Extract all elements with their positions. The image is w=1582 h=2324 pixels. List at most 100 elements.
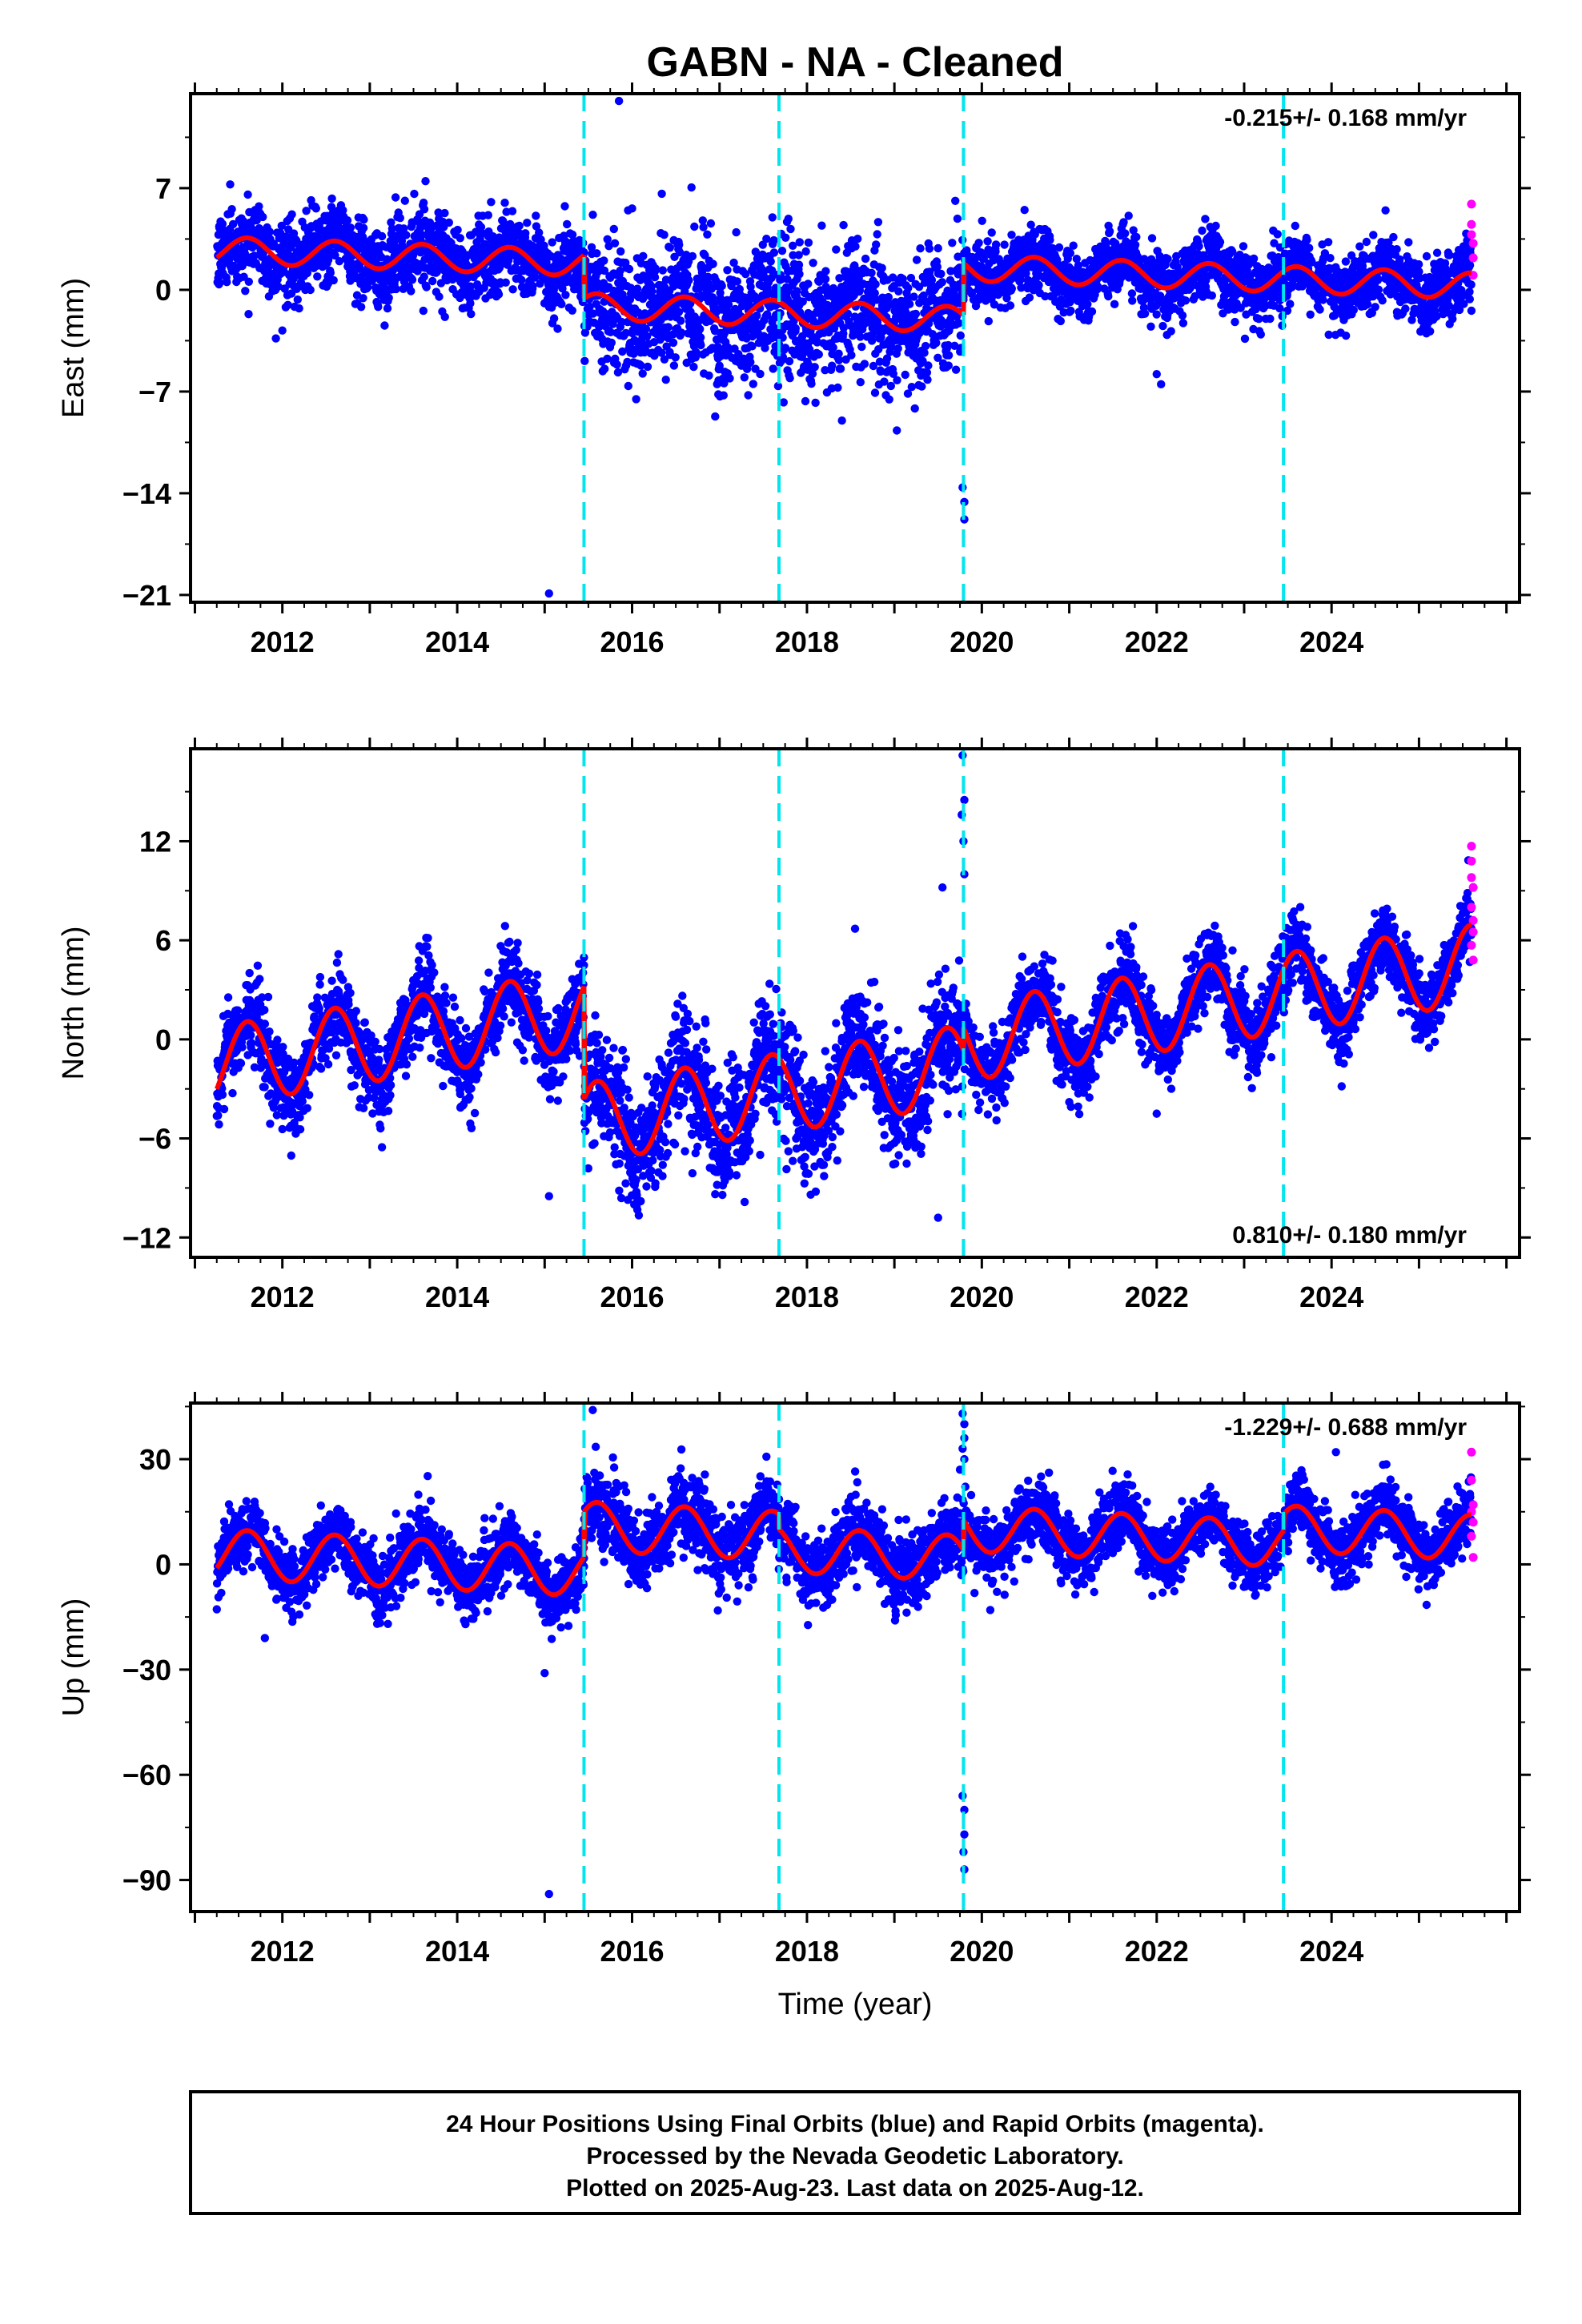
data-point	[642, 332, 652, 341]
data-point	[748, 342, 757, 351]
data-point	[1467, 306, 1476, 316]
data-point	[660, 355, 669, 364]
data-point	[269, 239, 279, 248]
final-orbit-points	[213, 96, 1476, 598]
data-point	[1056, 316, 1066, 326]
data-point	[814, 350, 823, 359]
data-point	[984, 316, 994, 326]
data-point	[781, 344, 790, 352]
data-point	[508, 285, 517, 294]
data-point	[669, 361, 679, 370]
plot-area	[213, 96, 1478, 598]
data-point	[1392, 245, 1401, 254]
rapid-point	[1467, 230, 1476, 239]
data-point	[856, 378, 865, 387]
data-point	[467, 309, 476, 319]
data-point	[664, 323, 673, 332]
data-point	[889, 369, 898, 378]
data-point	[932, 339, 941, 348]
data-point	[1121, 229, 1130, 238]
data-point	[786, 224, 795, 234]
data-point	[1140, 309, 1150, 318]
data-point	[600, 266, 609, 275]
data-point	[444, 218, 453, 227]
data-point	[924, 319, 934, 328]
outlier-point	[614, 96, 624, 106]
data-point	[440, 208, 449, 218]
data-point	[717, 281, 726, 291]
data-point	[419, 306, 428, 316]
data-point	[422, 283, 431, 292]
data-point	[374, 303, 383, 312]
data-point	[938, 278, 947, 287]
data-point	[948, 239, 957, 247]
data-point	[1211, 221, 1220, 231]
data-point	[1315, 305, 1324, 314]
data-point	[532, 222, 541, 231]
data-point	[768, 266, 777, 275]
data-point	[675, 240, 684, 249]
data-point	[1256, 330, 1266, 339]
data-point	[798, 297, 807, 306]
data-point	[617, 317, 626, 327]
data-point	[880, 377, 889, 386]
data-point	[791, 324, 800, 333]
data-point	[339, 206, 347, 215]
data-point	[987, 228, 996, 237]
data-point	[696, 324, 705, 334]
data-point	[624, 381, 632, 391]
data-point	[905, 300, 914, 308]
data-point	[756, 369, 765, 379]
outlier-point	[278, 326, 287, 335]
data-point	[944, 361, 954, 370]
data-point	[871, 279, 880, 289]
data-point	[1066, 248, 1075, 258]
data-point	[657, 348, 666, 357]
data-point	[1074, 261, 1083, 270]
data-point	[346, 223, 355, 232]
data-point	[641, 324, 651, 333]
data-point	[359, 223, 368, 232]
data-point	[585, 302, 594, 312]
data-point	[603, 235, 612, 243]
data-point	[671, 353, 680, 362]
data-point	[435, 292, 444, 301]
data-point	[651, 264, 660, 273]
data-point	[657, 189, 666, 199]
data-point	[652, 294, 661, 303]
data-point	[690, 222, 699, 231]
y-tick-label: 0	[155, 274, 171, 307]
data-point	[725, 374, 734, 383]
data-point	[621, 328, 630, 338]
data-point	[719, 391, 728, 400]
data-point	[811, 398, 820, 408]
data-point	[259, 212, 267, 222]
data-point	[740, 373, 749, 382]
data-point	[954, 319, 963, 328]
data-point	[356, 303, 366, 312]
data-point	[801, 247, 810, 256]
data-point	[1163, 255, 1172, 263]
data-point	[244, 310, 253, 319]
data-point	[1422, 251, 1431, 261]
data-point	[946, 267, 955, 275]
data-point	[650, 273, 660, 282]
data-point	[1467, 280, 1476, 289]
data-point	[632, 284, 642, 293]
data-point	[453, 225, 462, 235]
data-point	[1389, 232, 1398, 242]
data-point	[784, 215, 793, 223]
data-point	[769, 248, 779, 257]
data-point	[434, 208, 443, 217]
data-point	[785, 374, 794, 383]
data-point	[227, 205, 236, 214]
data-point	[560, 202, 569, 211]
data-point	[915, 328, 924, 338]
data-point	[383, 304, 392, 313]
data-point	[1369, 231, 1378, 239]
data-point	[669, 338, 678, 348]
outlier-point	[1157, 380, 1166, 389]
rapid-point	[1468, 253, 1478, 263]
data-point	[914, 283, 924, 292]
data-point	[832, 245, 841, 254]
